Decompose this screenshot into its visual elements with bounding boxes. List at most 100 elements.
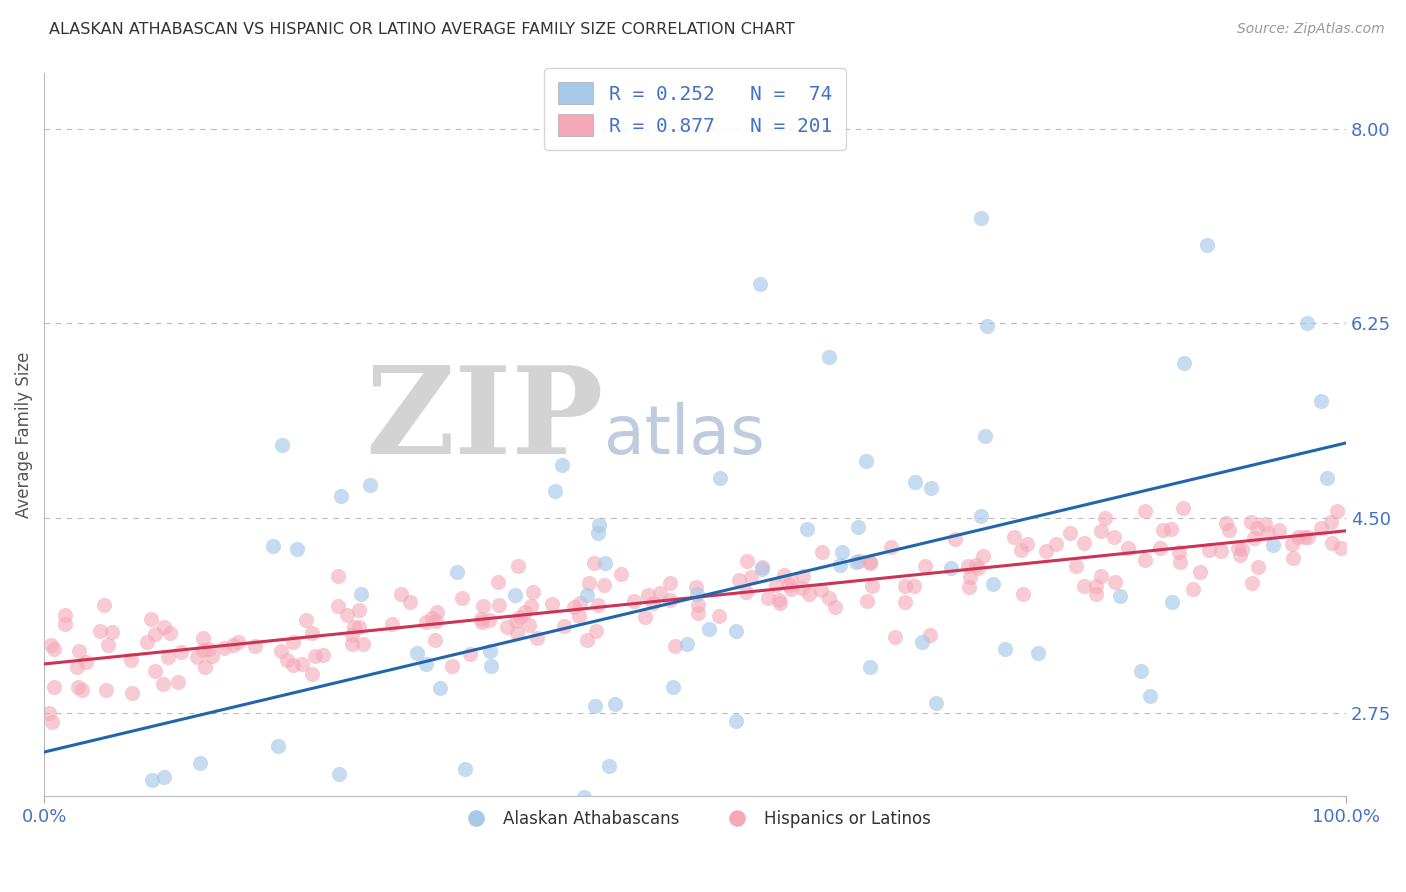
Point <box>970 508 993 523</box>
Point <box>1320 536 1343 550</box>
Point <box>200 649 222 664</box>
Point <box>1010 543 1032 558</box>
Point <box>1045 537 1067 551</box>
Point <box>846 520 869 534</box>
Point <box>198 642 221 657</box>
Point <box>883 630 905 644</box>
Point <box>347 602 370 616</box>
Point <box>728 573 751 587</box>
Point <box>301 626 323 640</box>
Point <box>505 615 527 629</box>
Point <box>1246 521 1268 535</box>
Point <box>894 595 917 609</box>
Point <box>120 652 142 666</box>
Point <box>920 481 942 495</box>
Point <box>506 626 529 640</box>
Point <box>503 588 526 602</box>
Point <box>159 626 181 640</box>
Point <box>957 580 980 594</box>
Point <box>659 593 682 607</box>
Point <box>848 554 870 568</box>
Text: ALASKAN ATHABASCAN VS HISPANIC OR LATINO AVERAGE FAMILY SIZE CORRELATION CHART: ALASKAN ATHABASCAN VS HISPANIC OR LATINO… <box>49 22 794 37</box>
Point <box>1243 531 1265 545</box>
Point <box>662 680 685 694</box>
Point <box>312 648 335 663</box>
Point <box>340 628 363 642</box>
Point <box>1133 504 1156 518</box>
Point <box>1002 530 1025 544</box>
Point <box>1084 587 1107 601</box>
Point <box>575 588 598 602</box>
Point <box>53 607 76 622</box>
Point <box>1170 555 1192 569</box>
Point <box>572 790 595 805</box>
Point <box>93 598 115 612</box>
Point <box>42 642 65 657</box>
Point <box>1167 544 1189 558</box>
Point <box>824 599 846 614</box>
Point <box>343 620 366 634</box>
Point <box>458 647 481 661</box>
Point <box>578 575 600 590</box>
Point <box>553 618 575 632</box>
Point <box>859 660 882 674</box>
Point <box>486 575 509 590</box>
Point <box>543 483 565 498</box>
Point <box>1104 575 1126 590</box>
Point <box>153 620 176 634</box>
Point <box>1254 516 1277 531</box>
Point <box>920 628 942 642</box>
Point <box>778 578 800 592</box>
Point <box>1296 530 1319 544</box>
Point <box>735 553 758 567</box>
Point <box>429 681 451 695</box>
Point <box>425 633 447 648</box>
Point <box>742 822 765 837</box>
Point <box>72 682 94 697</box>
Point <box>143 664 166 678</box>
Point <box>283 658 305 673</box>
Point <box>637 588 659 602</box>
Point <box>1319 515 1341 529</box>
Point <box>471 599 494 614</box>
Point <box>790 582 813 596</box>
Point <box>1149 541 1171 555</box>
Point <box>276 653 298 667</box>
Point <box>551 458 574 472</box>
Point <box>1188 566 1211 580</box>
Point <box>415 657 437 672</box>
Point <box>1198 542 1220 557</box>
Point <box>1229 548 1251 562</box>
Point <box>576 632 599 647</box>
Point <box>588 517 610 532</box>
Point <box>1316 471 1339 485</box>
Point <box>818 350 841 364</box>
Point <box>1160 522 1182 536</box>
Point <box>686 607 709 621</box>
Point <box>270 438 292 452</box>
Point <box>67 680 90 694</box>
Point <box>426 605 449 619</box>
Point <box>97 639 120 653</box>
Point <box>796 522 818 536</box>
Point <box>399 595 422 609</box>
Point <box>1090 568 1112 582</box>
Point <box>291 657 314 671</box>
Point <box>441 658 464 673</box>
Point <box>1282 550 1305 565</box>
Point <box>735 585 758 599</box>
Point <box>508 559 530 574</box>
Point <box>1230 542 1253 557</box>
Point <box>111 836 134 850</box>
Point <box>267 739 290 753</box>
Point <box>1309 394 1331 409</box>
Point <box>1215 516 1237 531</box>
Point <box>943 532 966 546</box>
Point <box>603 698 626 712</box>
Point <box>1226 541 1249 555</box>
Point <box>446 566 468 580</box>
Point <box>648 586 671 600</box>
Point <box>194 660 217 674</box>
Text: ZIP: ZIP <box>366 361 603 479</box>
Point <box>143 627 166 641</box>
